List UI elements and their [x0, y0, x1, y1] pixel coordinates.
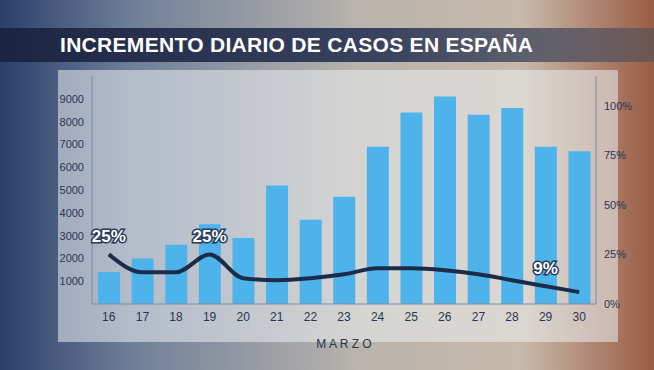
svg-text:24: 24	[371, 310, 385, 324]
svg-text:9000: 9000	[60, 93, 84, 105]
svg-text:50%: 50%	[604, 199, 626, 211]
svg-text:2000: 2000	[60, 252, 84, 264]
svg-text:21: 21	[270, 310, 284, 324]
svg-text:16: 16	[102, 310, 116, 324]
svg-text:25%: 25%	[92, 227, 126, 246]
svg-text:75%: 75%	[604, 149, 626, 161]
svg-text:27: 27	[472, 310, 486, 324]
svg-text:0%: 0%	[604, 298, 620, 310]
svg-text:25%: 25%	[193, 227, 227, 246]
svg-text:26: 26	[438, 310, 452, 324]
svg-text:100%: 100%	[604, 100, 632, 112]
svg-text:3000: 3000	[60, 230, 84, 242]
svg-text:8000: 8000	[60, 116, 84, 128]
svg-text:18: 18	[169, 310, 183, 324]
svg-text:20: 20	[237, 310, 251, 324]
svg-text:30: 30	[573, 310, 587, 324]
svg-text:M A R Z O: M A R Z O	[316, 337, 371, 351]
svg-text:19: 19	[203, 310, 217, 324]
svg-text:17: 17	[136, 310, 150, 324]
svg-text:4000: 4000	[60, 207, 84, 219]
svg-text:25: 25	[405, 310, 419, 324]
svg-text:29: 29	[539, 310, 553, 324]
svg-text:5000: 5000	[60, 184, 84, 196]
svg-text:23: 23	[337, 310, 351, 324]
svg-text:7000: 7000	[60, 138, 84, 150]
svg-text:6000: 6000	[60, 161, 84, 173]
svg-text:22: 22	[304, 310, 318, 324]
html-text:INCREMENTO DIARIO DE CASOS EN: INCREMENTO DIARIO DE CASOS EN ESPAÑA	[60, 33, 534, 56]
svg-text:1000: 1000	[60, 275, 84, 287]
svg-text:28: 28	[505, 310, 519, 324]
svg-text:25%: 25%	[604, 248, 626, 260]
svg-text:9%: 9%	[533, 259, 558, 278]
